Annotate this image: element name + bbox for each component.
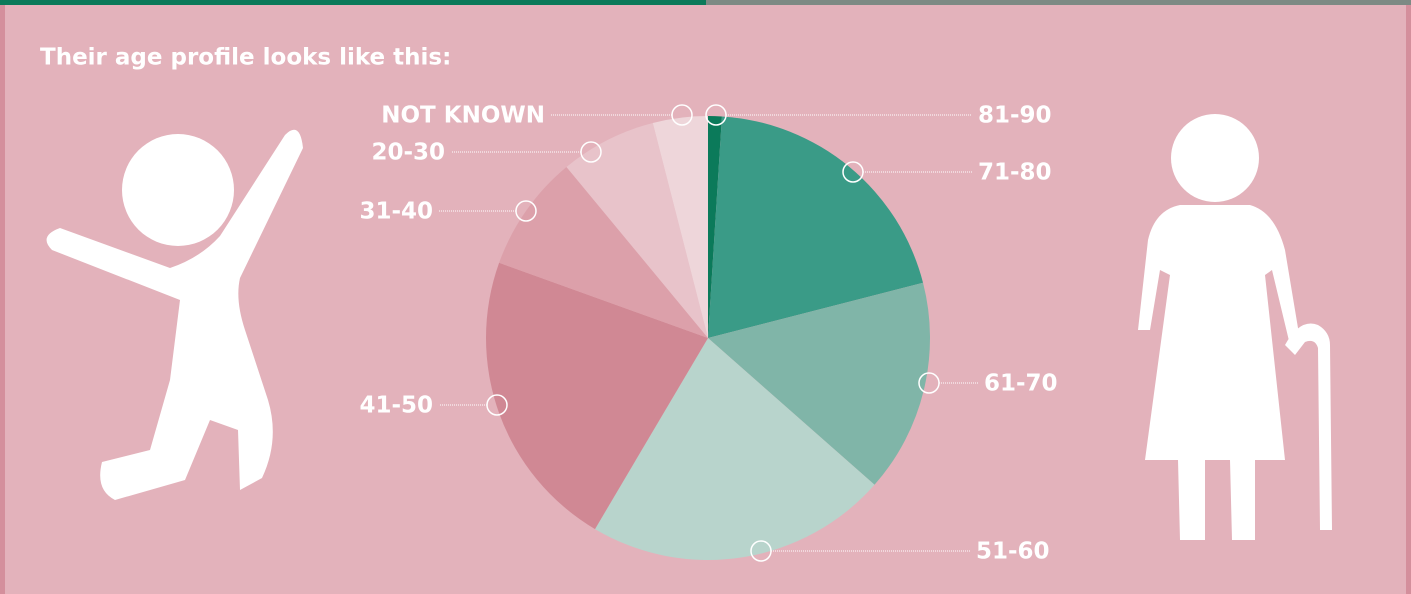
- left-edge: [0, 0, 5, 594]
- chart-title: Their age profile looks like this:: [40, 45, 451, 71]
- progress-bar: [0, 0, 706, 5]
- pie-slice: [486, 262, 708, 530]
- right-edge: [1406, 0, 1411, 594]
- pie-slice: [499, 166, 708, 338]
- label-marker: [671, 104, 693, 126]
- label-marker: [750, 540, 772, 562]
- label-marker: [515, 200, 537, 222]
- label-marker: [580, 141, 602, 163]
- label-marker: [486, 394, 508, 416]
- slice-label: 20-30: [371, 140, 445, 166]
- pie-slice: [652, 116, 708, 338]
- label-marker: [842, 161, 864, 183]
- pie-slice: [708, 116, 924, 338]
- progress-track: [706, 0, 1411, 5]
- pie-slice: [566, 122, 708, 338]
- label-marker: [918, 372, 940, 394]
- slice-label: 41-50: [359, 393, 433, 419]
- slice-label: NOT KNOWN: [381, 103, 545, 129]
- slice-label: 71-80: [978, 160, 1052, 186]
- pie-slice: [708, 282, 931, 485]
- elderly-icon: [1138, 114, 1332, 540]
- pie: [486, 116, 931, 560]
- slice-label: 61-70: [984, 371, 1058, 397]
- slice-label: 31-40: [359, 199, 433, 225]
- slice-label: 81-90: [978, 103, 1052, 129]
- pie-slice: [594, 338, 875, 560]
- slice-label: 51-60: [976, 539, 1050, 565]
- label-marker: [705, 104, 727, 126]
- child-icon: [46, 129, 304, 500]
- pie-slice: [708, 116, 722, 338]
